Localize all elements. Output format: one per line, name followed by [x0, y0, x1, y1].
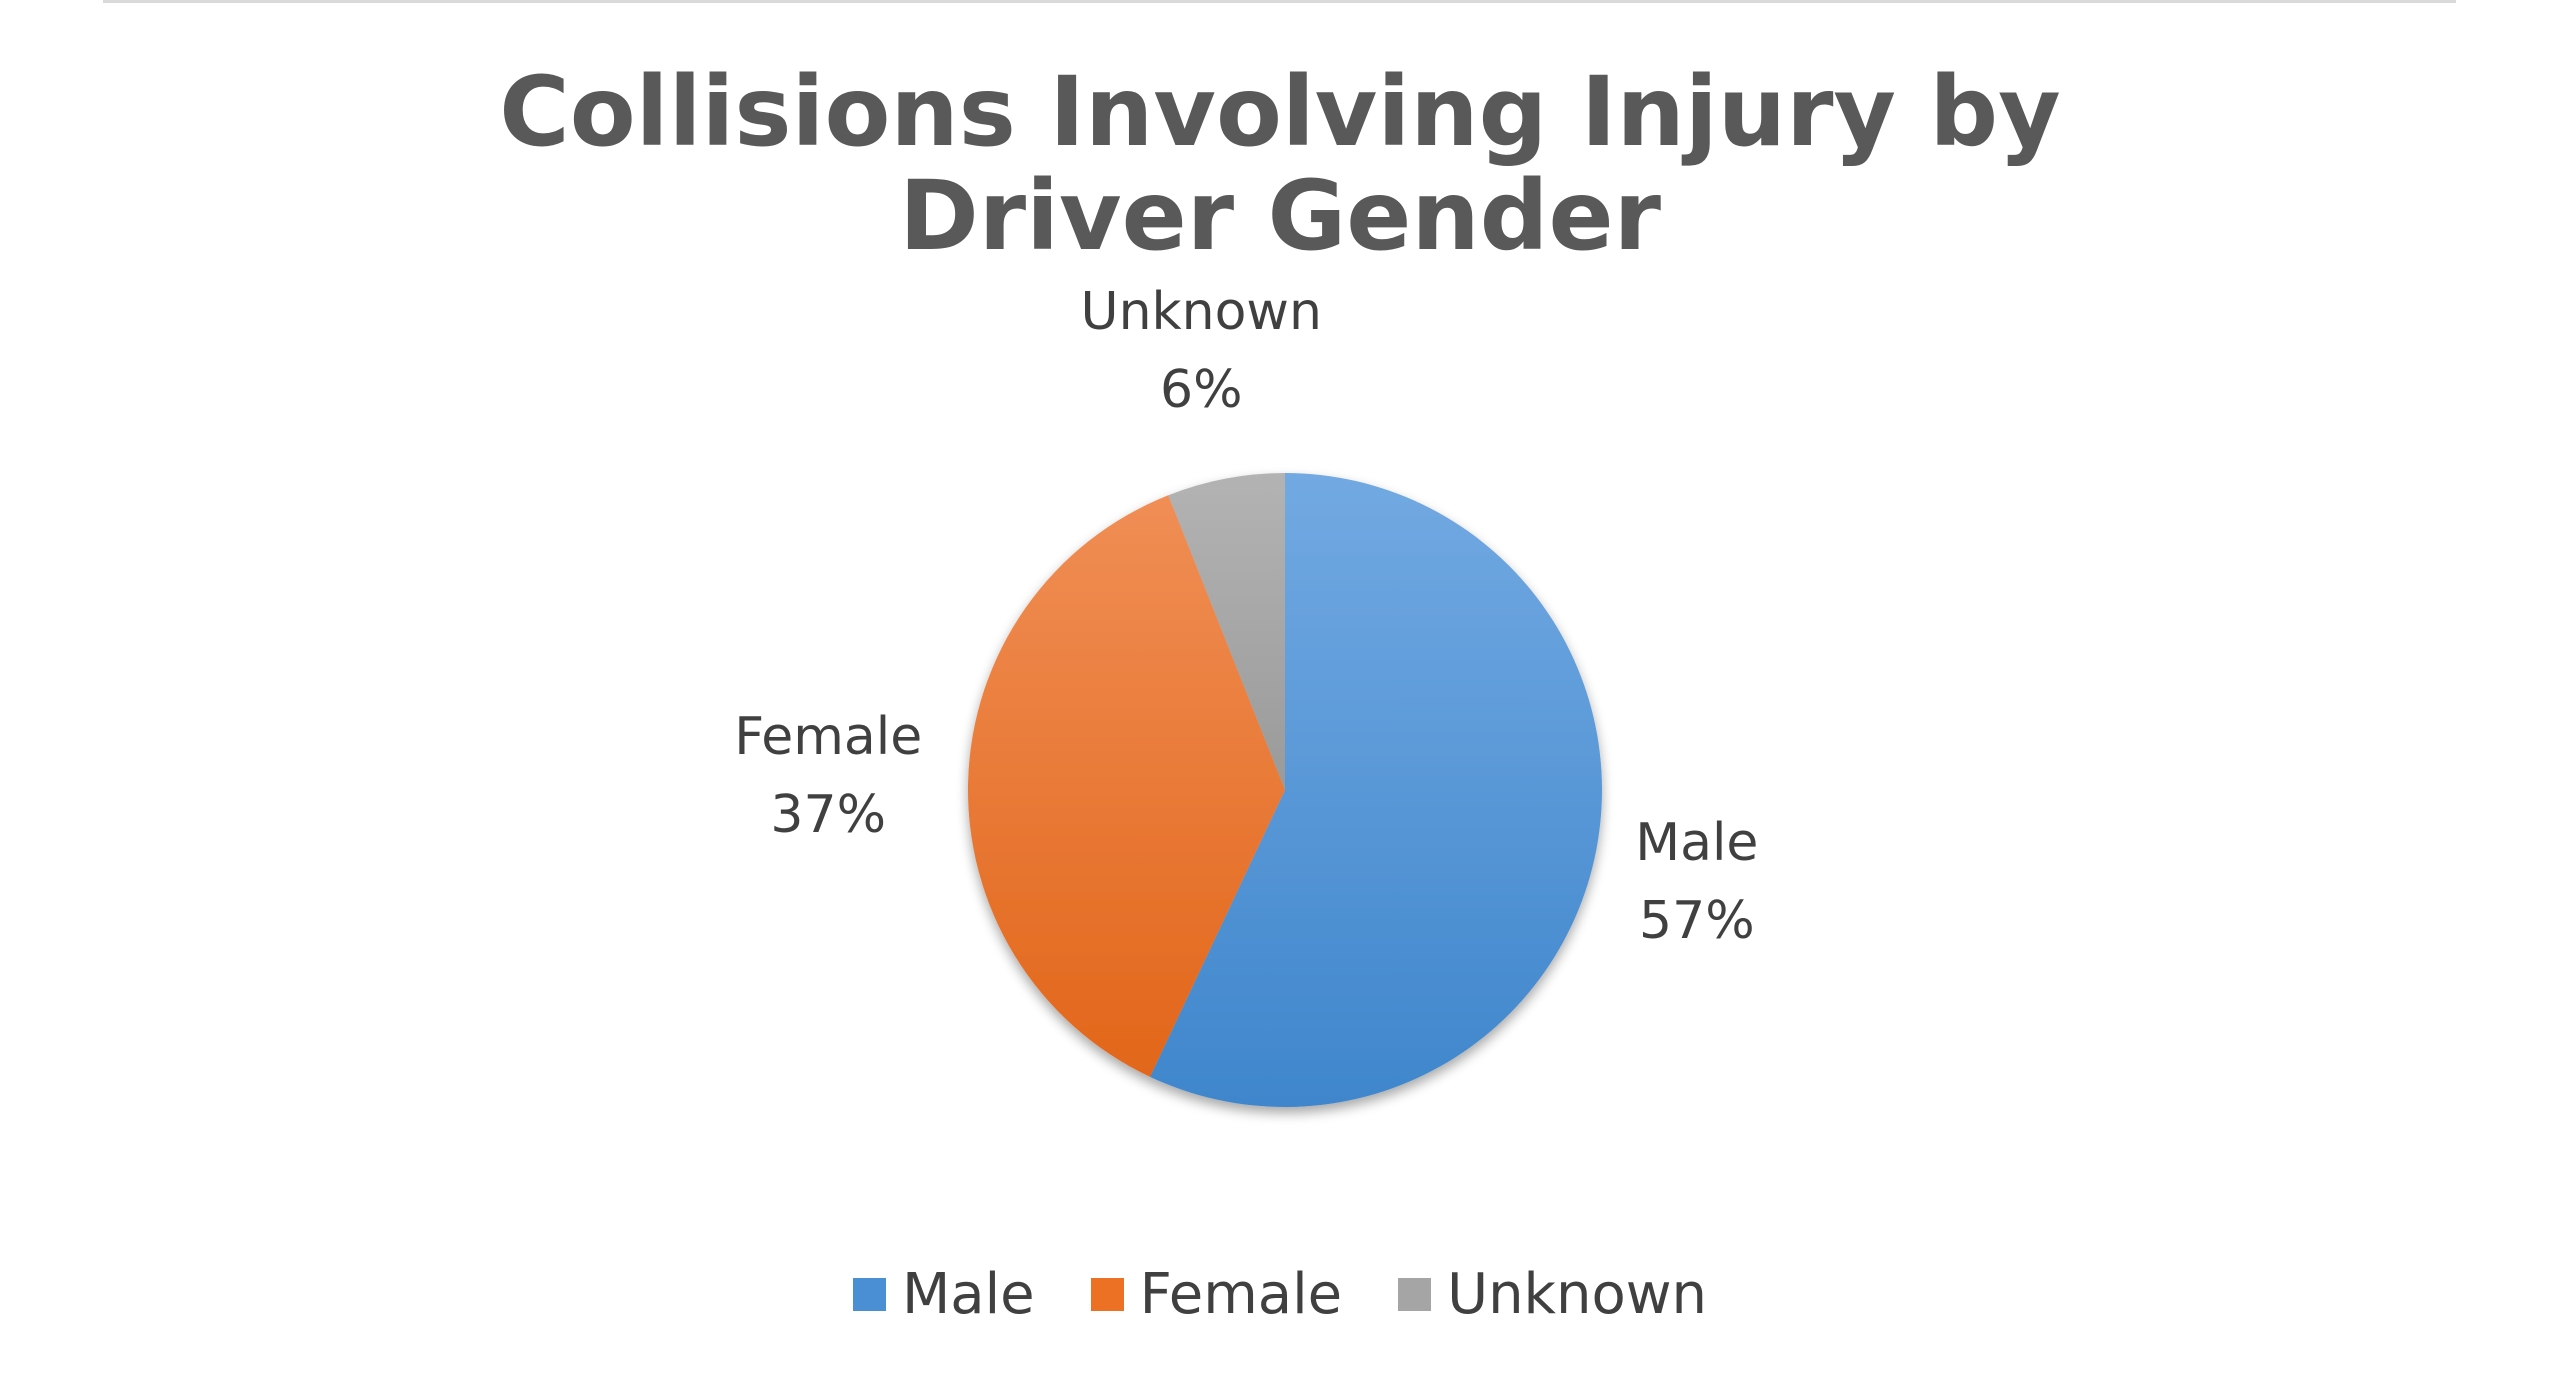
chart-title: Collisions Involving Injury by Driver Ge… [499, 56, 2061, 272]
legend-label: Female [1139, 1262, 1343, 1327]
pie-slice-unknown[interactable] [1168, 473, 1285, 790]
slice-percent: 37% [770, 784, 886, 845]
pie-slice-male[interactable] [1150, 473, 1603, 1108]
data-label-female: Female 37% [678, 698, 978, 854]
slice-name: Female [734, 706, 923, 767]
legend-label: Unknown [1447, 1262, 1708, 1327]
slice-name: Male [1635, 813, 1759, 874]
legend: Male Female Unknown [0, 1262, 2560, 1327]
legend-item-male[interactable]: Male [852, 1262, 1035, 1327]
slice-name: Unknown [1080, 281, 1322, 342]
top-divider [103, 0, 2456, 3]
legend-swatch-unknown [1398, 1278, 1432, 1311]
legend-swatch-female [1090, 1278, 1124, 1311]
legend-item-female[interactable]: Female [1090, 1262, 1343, 1327]
pie-slice-female[interactable] [968, 495, 1285, 1077]
legend-label: Male [901, 1262, 1035, 1327]
data-label-male: Male 57% [1547, 804, 1847, 960]
slice-percent: 6% [1159, 359, 1243, 420]
legend-swatch-male [852, 1278, 886, 1311]
legend-item-unknown[interactable]: Unknown [1398, 1262, 1707, 1327]
slice-percent: 57% [1639, 891, 1755, 952]
data-label-unknown: Unknown 6% [1051, 273, 1351, 429]
